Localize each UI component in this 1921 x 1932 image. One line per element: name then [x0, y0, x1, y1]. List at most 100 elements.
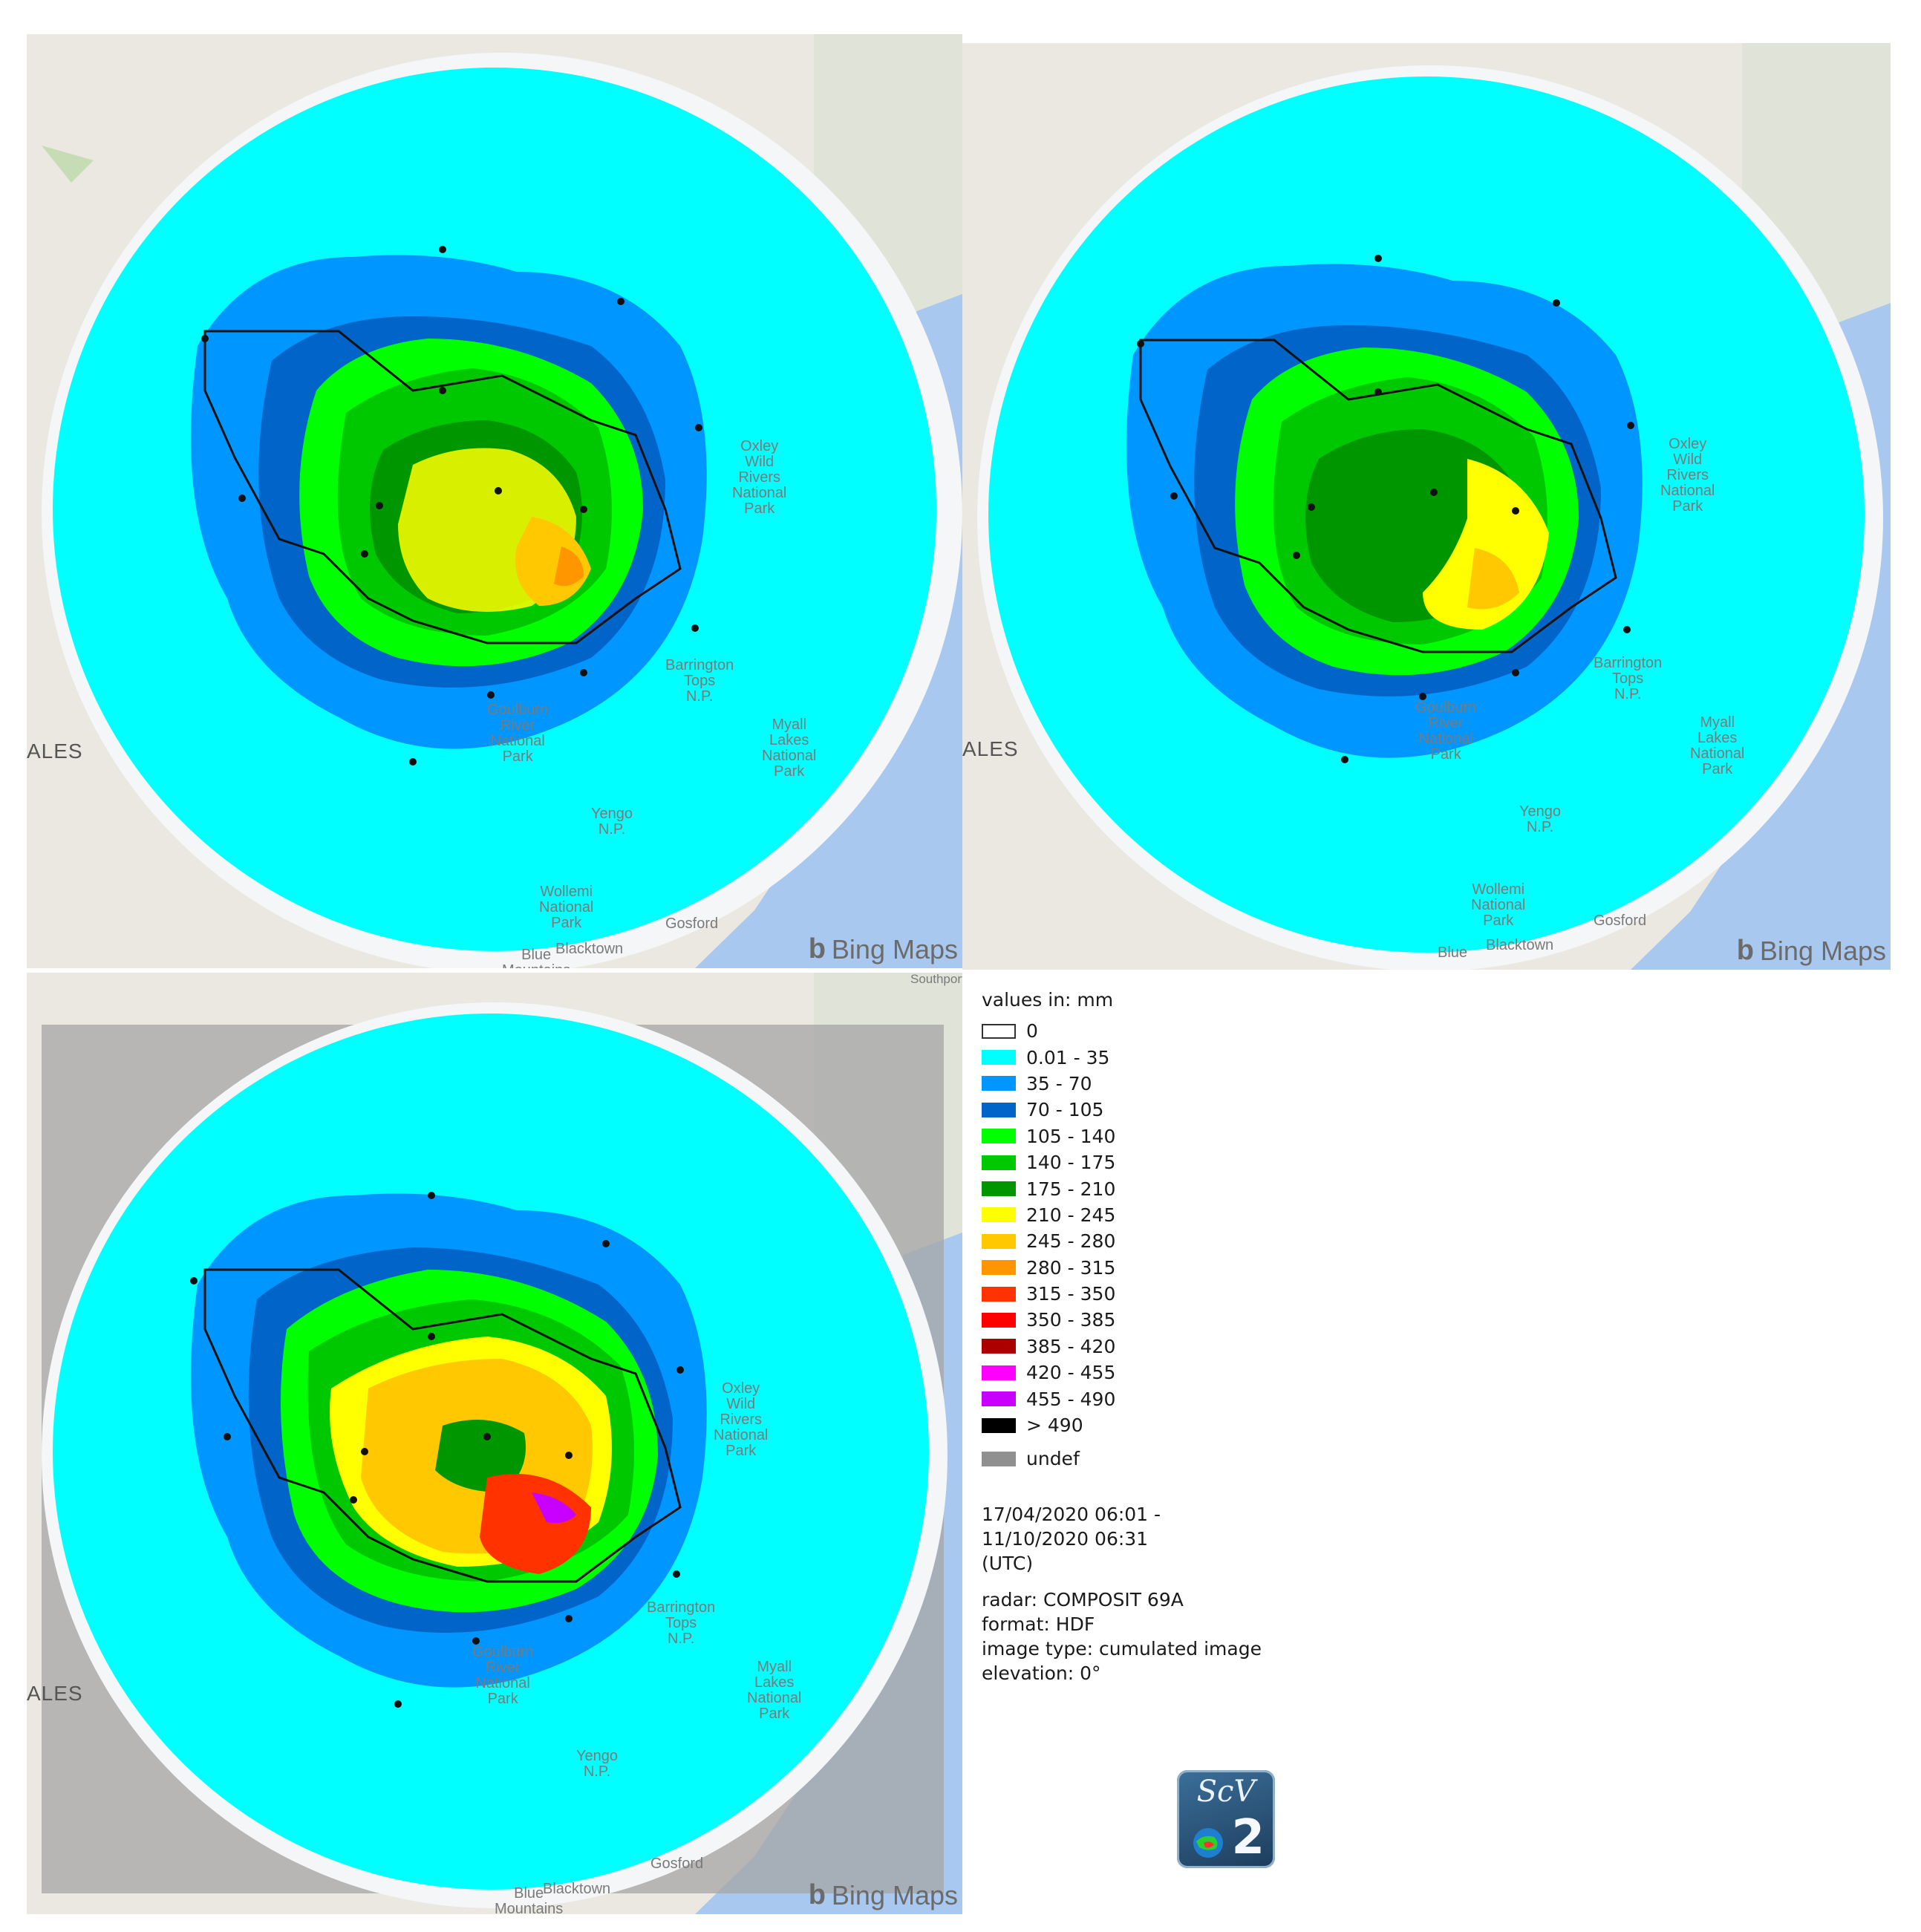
park-label: Barrington Tops N.P. [647, 1599, 716, 1647]
town-label: Gosford [1594, 913, 1647, 929]
logo-globe-icon [1193, 1828, 1223, 1858]
legend-class-label: 0.01 - 35 [1026, 1046, 1110, 1068]
town-label: Blacktown [1486, 937, 1554, 953]
town-label: Blue [1438, 944, 1468, 961]
town-label: Blue Mountains [502, 947, 570, 969]
legend-swatch [982, 1233, 1016, 1249]
park-label: Barrington Tops N.P. [665, 657, 734, 705]
time-range: 17/04/2020 06:01 - 11/10/2020 06:31 (UTC… [982, 1502, 1650, 1576]
legend-class: 385 - 420 [982, 1334, 1650, 1360]
legend-class-label: 420 - 455 [1026, 1362, 1116, 1384]
radar-map-1 [42, 34, 962, 968]
radar-elevation: elevation: 0° [982, 1662, 1101, 1684]
legend-class-label: 70 - 105 [1026, 1099, 1104, 1121]
radar-image-type: image type: cumulated image [982, 1637, 1262, 1660]
bing-maps-attribution[interactable]: b Bing Maps [809, 1879, 958, 1911]
legend-class: > 490 [982, 1412, 1650, 1438]
legend-class-label: 175 - 210 [1026, 1178, 1116, 1200]
park-label: Oxley Wild Rivers National Park [732, 438, 787, 517]
radar-map-panel-1[interactable]: ALES Oxley Wild Rivers National Park Bar… [27, 34, 962, 968]
legend-class: 175 - 210 [982, 1175, 1650, 1201]
legend-swatch [982, 1391, 1016, 1407]
legend-class: 35 - 70 [982, 1071, 1650, 1097]
park-label: Myall Lakes National Park [1690, 714, 1745, 777]
legend-undef: undef [982, 1446, 1650, 1472]
town-label: Blacktown [543, 1881, 611, 1897]
park-label: Myall Lakes National Park [762, 717, 817, 780]
legend-swatch [982, 1181, 1016, 1197]
legend-classes: 0 0.01 - 35 35 - 70 70 - 105 105 - 140 140 - … [982, 1018, 1650, 1438]
radar-map-panel-3[interactable]: ALES Oxley Wild Rivers National Park Bar… [27, 973, 962, 1914]
legend-class: 70 - 105 [982, 1097, 1650, 1123]
legend-swatch [982, 1286, 1016, 1302]
radar-map-3 [42, 973, 962, 1914]
radar-map-2 [977, 43, 1891, 970]
legend-class-label: 280 - 315 [1026, 1256, 1116, 1279]
legend: values in: mm 0 0.01 - 35 35 - 70 70 - 105 1… [982, 989, 1650, 1685]
bing-maps-attribution[interactable]: b Bing Maps [1737, 935, 1886, 967]
park-label: Wollemi National Park [539, 884, 594, 931]
legend-class-label: 35 - 70 [1026, 1072, 1092, 1094]
town-label: Southport [910, 973, 962, 986]
park-label: Yengo N.P. [576, 1748, 618, 1780]
bing-logo-icon: b [1736, 935, 1754, 966]
state-label: ALES [962, 737, 1019, 760]
bing-maps-text: Bing Maps [831, 933, 958, 965]
time-zone: (UTC) [982, 1552, 1034, 1574]
park-label: Myall Lakes National Park [747, 1659, 802, 1722]
park-label: Oxley Wild Rivers National Park [714, 1380, 769, 1459]
legend-class-label: 105 - 140 [1026, 1125, 1116, 1147]
park-label: Oxley Wild Rivers National Park [1660, 436, 1715, 515]
bing-maps-attribution[interactable]: b Bing Maps [809, 933, 958, 965]
legend-undef-label: undef [1026, 1448, 1080, 1470]
legend-swatch [982, 1339, 1016, 1354]
town-label: Gosford [650, 1856, 704, 1872]
bing-maps-text: Bing Maps [831, 1879, 958, 1910]
radar-name: radar: COMPOSIT 69A [982, 1588, 1184, 1610]
legend-class: 0.01 - 35 [982, 1044, 1650, 1070]
logo-number: 2 [1231, 1810, 1265, 1865]
town-label: Blacktown [555, 941, 624, 957]
legend-swatch [982, 1312, 1016, 1328]
radar-map-panel-2[interactable]: ALES Oxley Wild Rivers National Park Bar… [962, 43, 1891, 970]
legend-class: 455 - 490 [982, 1386, 1650, 1412]
legend-class-label: 385 - 420 [1026, 1335, 1116, 1357]
legend-swatch [982, 1129, 1016, 1144]
bing-logo-icon: b [808, 933, 826, 965]
legend-class: 105 - 140 [982, 1123, 1650, 1149]
park-label: Goulburn River National Park [472, 1644, 534, 1707]
legend-swatch [982, 1365, 1016, 1380]
town-label: Blue Mountains [495, 1885, 564, 1915]
legend-class-label: 245 - 280 [1026, 1230, 1116, 1253]
legend-class-label: > 490 [1026, 1414, 1083, 1437]
state-label: ALES [27, 1682, 83, 1705]
legend-class: 140 - 175 [982, 1149, 1650, 1175]
legend-swatch [982, 1102, 1016, 1117]
legend-class-label: 140 - 175 [1026, 1152, 1116, 1174]
legend-swatch-undef [982, 1451, 1016, 1466]
legend-class: 315 - 350 [982, 1281, 1650, 1307]
legend-class-label: 455 - 490 [1026, 1388, 1116, 1410]
legend-class: 280 - 315 [982, 1255, 1650, 1281]
legend-swatch [982, 1050, 1016, 1065]
legend-swatch [982, 1207, 1016, 1223]
park-label: Barrington Tops N.P. [1594, 655, 1663, 702]
legend-class: 210 - 245 [982, 1202, 1650, 1228]
legend-class-label: 350 - 385 [1026, 1309, 1116, 1331]
park-label: Yengo N.P. [1519, 803, 1561, 835]
legend-class-label: 210 - 245 [1026, 1204, 1116, 1226]
park-label: Wollemi National Park [1471, 881, 1526, 929]
legend-swatch [982, 1076, 1016, 1091]
legend-units: values in: mm [982, 989, 1114, 1011]
park-label: Goulburn River National Park [1415, 699, 1477, 763]
town-label: Gosford [665, 916, 719, 932]
legend-swatch [982, 1023, 1016, 1039]
legend-swatch [982, 1260, 1016, 1276]
scv2-logo: ScV 2 [1177, 1770, 1275, 1868]
legend-swatch [982, 1417, 1016, 1433]
park-label: Yengo N.P. [591, 806, 633, 838]
legend-class: 245 - 280 [982, 1228, 1650, 1254]
radar-format: format: HDF [982, 1613, 1095, 1635]
logo-text: ScV [1196, 1775, 1256, 1809]
state-label: ALES [27, 740, 83, 763]
